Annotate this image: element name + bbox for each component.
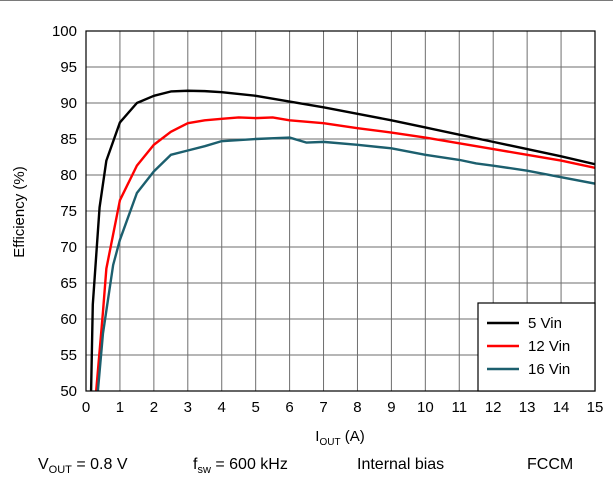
fsw-symbol: f <box>193 456 198 473</box>
x-axis-label: IOUT (A) <box>315 428 364 448</box>
y-tick-label: 100 <box>52 23 77 40</box>
x-tick-label: 11 <box>451 399 467 416</box>
x-tick-labels: 0 1 2 3 4 5 6 7 8 9 10 11 12 13 14 15 <box>82 399 604 416</box>
y-tick-label: 75 <box>60 203 77 220</box>
mode-condition: FCCM <box>527 456 574 473</box>
fsw-value: = 600 kHz <box>210 456 288 473</box>
x-tick-label: 12 <box>485 399 502 416</box>
x-tick-label: 8 <box>353 399 361 416</box>
legend-label: 5 Vin <box>528 315 562 332</box>
y-tick-label: 95 <box>60 59 77 76</box>
fsw-subscript: sw <box>197 464 211 477</box>
test-conditions: VOUT = 0.8 V fsw = 600 kHz Internal bias… <box>0 456 613 478</box>
series-line-12-vin <box>94 116 595 391</box>
y-tick-label: 70 <box>60 239 77 256</box>
y-axis-label: Efficiency (%) <box>11 166 28 257</box>
vout-symbol: V <box>38 456 49 473</box>
x-tick-label: 2 <box>150 399 158 416</box>
vout-condition: VOUT = 0.8 V <box>38 456 128 476</box>
series-line-5-vin <box>89 89 595 391</box>
y-tick-label: 50 <box>60 383 77 400</box>
vout-value: = 0.8 V <box>71 456 128 473</box>
legend-label: 16 Vin <box>528 361 570 378</box>
x-tick-label: 9 <box>387 399 395 416</box>
x-tick-label: 0 <box>82 399 90 416</box>
x-axis-label-sub: OUT <box>319 437 340 448</box>
fsw-condition: fsw = 600 kHz <box>193 456 288 476</box>
bias-condition: Internal bias <box>357 456 445 473</box>
x-axis-label-unit: (A) <box>341 428 365 445</box>
efficiency-chart: 0 1 2 3 4 5 6 7 8 9 10 11 12 13 14 15 50556065707580859… <box>11 23 604 448</box>
x-tick-label: 1 <box>116 399 124 416</box>
y-tick-labels: 50 55 60 65 70 75 80 85 90 95 100 <box>52 23 77 400</box>
x-tick-label: 15 <box>587 399 604 416</box>
x-axis-label-main: I <box>315 428 319 445</box>
plot-frame <box>85 30 596 392</box>
y-tick-label: 85 <box>60 131 77 148</box>
top-divider <box>0 0 613 1</box>
y-tick-label: 80 <box>60 167 77 184</box>
y-tick-label: 65 <box>60 275 77 292</box>
y-tick-label: 60 <box>60 311 77 328</box>
x-tick-label: 7 <box>319 399 327 416</box>
series-lines <box>89 89 595 391</box>
vout-subscript: OUT <box>48 464 72 477</box>
y-tick-label: 55 <box>60 347 77 364</box>
x-tick-label: 5 <box>251 399 259 416</box>
grid <box>85 30 596 392</box>
x-tick-label: 3 <box>184 399 192 416</box>
y-tick-label: 90 <box>60 95 77 112</box>
x-tick-label: 13 <box>519 399 536 416</box>
x-tick-label: 14 <box>553 399 570 416</box>
x-tick-label: 4 <box>218 399 226 416</box>
series-line-16-vin <box>96 136 595 391</box>
x-tick-label: 10 <box>417 399 434 416</box>
x-tick-label: 6 <box>285 399 293 416</box>
legend: 5 Vin 12 Vin 16 Vin <box>477 302 596 392</box>
legend-label: 12 Vin <box>528 338 570 355</box>
